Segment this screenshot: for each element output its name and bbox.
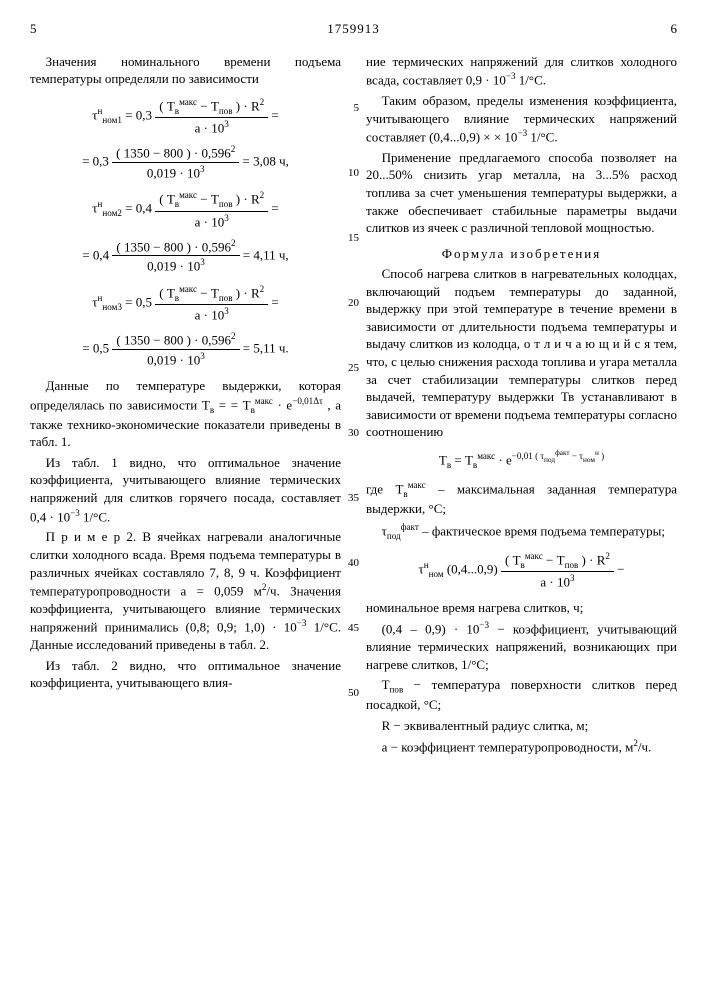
para-r1: ние термических напряжений для слитков х… bbox=[366, 53, 677, 89]
line-num-20: 20 bbox=[344, 296, 359, 311]
para-3: Из табл. 1 видно, что оптимальное значен… bbox=[30, 454, 341, 526]
para-r4: Способ нагрева слитков в нагревательных … bbox=[366, 265, 677, 440]
formula-title: Формула изобретения bbox=[366, 245, 677, 263]
para-r6: τподфакт – фактическое время подъема тем… bbox=[366, 521, 677, 542]
right-column: 5 10 15 20 25 30 35 40 45 50 ние термиче… bbox=[366, 53, 677, 760]
formula-main: Тв = Твмакс · e−0,01 ( τподфакт − τномн … bbox=[366, 449, 677, 471]
formula-2: τнном2 = 0,4 ( Твмакс − Тпов ) · R2 a · … bbox=[30, 189, 341, 275]
line-num-45: 45 bbox=[344, 621, 359, 636]
left-column: Значения номинального времени подъема те… bbox=[30, 53, 341, 760]
para-2: Данные по температуре выдержки, которая … bbox=[30, 377, 341, 451]
line-num-40: 40 bbox=[344, 556, 359, 571]
document-number: 1759913 bbox=[327, 20, 380, 38]
para-r11: a − коэффициент температуропроводности, … bbox=[366, 737, 677, 756]
line-num-10: 10 bbox=[344, 166, 359, 181]
para-4: П р и м е р 2. В ячейках нагревали анало… bbox=[30, 528, 341, 653]
para-r7: номинальное время нагрева слитков, ч; bbox=[366, 599, 677, 617]
para-r2: Таким образом, пределы изменения коэффиц… bbox=[366, 92, 677, 146]
line-num-50: 50 bbox=[344, 686, 359, 701]
line-num-15: 15 bbox=[344, 231, 359, 246]
para-r9: Тпов − температура поверхности слитков п… bbox=[366, 676, 677, 713]
para-r8: (0,4 – 0,9) · 10−3 − коэффициент, учитыв… bbox=[366, 619, 677, 673]
page-header: 5 1759913 6 bbox=[30, 20, 677, 38]
para-intro: Значения номинального времени подъема те… bbox=[30, 53, 341, 88]
formula-1: τнном1 = 0,3 ( Твмакс − Тпов ) · R2 a · … bbox=[30, 96, 341, 182]
formula-3: τнном3 = 0,5 ( Твмакс − Тпов ) · R2 a · … bbox=[30, 283, 341, 369]
formula-r2: τнном (0,4...0,9) ( Твмакс − Тпов ) · R2… bbox=[366, 550, 677, 591]
para-r10: R − эквивалентный радиус слитка, м; bbox=[366, 717, 677, 735]
para-r5: где Твмакс – максимальная заданная темпе… bbox=[366, 479, 677, 518]
content-columns: Значения номинального времени подъема те… bbox=[30, 53, 677, 760]
para-5: Из табл. 2 видно, что оптимальное значен… bbox=[30, 657, 341, 692]
line-num-30: 30 bbox=[344, 426, 359, 441]
left-page-num: 5 bbox=[30, 20, 37, 38]
right-page-num: 6 bbox=[671, 20, 678, 38]
line-num-5: 5 bbox=[344, 101, 359, 116]
para-r3: Применение предлагаемого способа позволя… bbox=[366, 149, 677, 237]
line-num-35: 35 bbox=[344, 491, 359, 506]
line-num-25: 25 bbox=[344, 361, 359, 376]
